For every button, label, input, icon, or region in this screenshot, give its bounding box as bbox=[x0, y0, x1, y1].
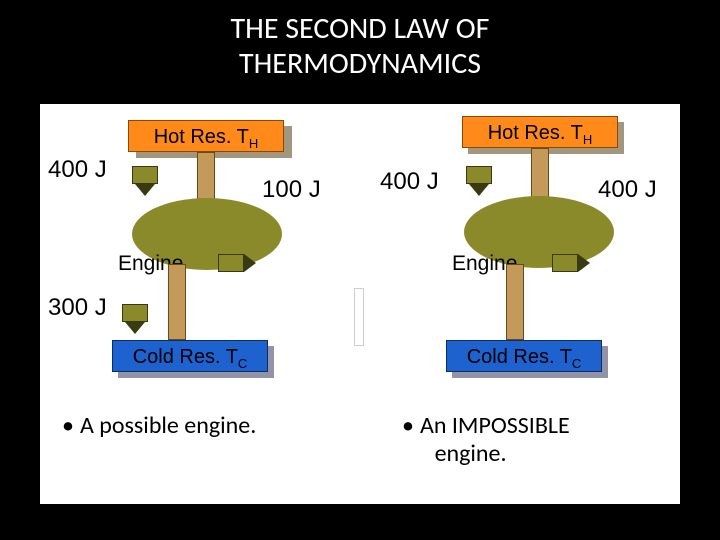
heat-out-value: 300 J bbox=[48, 294, 107, 322]
impossible-engine-diagram: Hot Res. TH Engine Cold Res. TC 400 J 40… bbox=[360, 104, 680, 504]
title-line-1: THE SECOND LAW OF bbox=[231, 10, 490, 47]
diagram-panel: Hot Res. TH Engine Cold Res. TC 400 J 10… bbox=[40, 104, 680, 504]
impossible-caption-line1: An IMPOSSIBLE bbox=[420, 411, 570, 440]
cold-res-label: Cold Res. T bbox=[467, 346, 572, 368]
heat-out-arrow-box bbox=[122, 304, 148, 322]
work-out-value: 100 J bbox=[262, 176, 321, 204]
cold-reservoir: Cold Res. TC bbox=[446, 340, 602, 372]
hot-res-subscript: H bbox=[249, 136, 258, 151]
heat-in-arrow-box bbox=[132, 166, 158, 184]
bullet-icon: • bbox=[402, 411, 414, 440]
cold-res-label: Cold Res. T bbox=[133, 346, 238, 368]
cold-reservoir: Cold Res. TC bbox=[112, 340, 268, 372]
slide-title: THE SECOND LAW OF THERMODYNAMICS bbox=[0, 0, 720, 81]
hot-reservoir: Hot Res. TH bbox=[462, 116, 618, 148]
work-out-arrow-icon bbox=[578, 254, 590, 272]
possible-caption-text: A possible engine. bbox=[80, 411, 256, 440]
title-line-2: THERMODYNAMICS bbox=[239, 45, 481, 82]
work-out-arrow-icon bbox=[244, 254, 256, 272]
work-out-value: 400 J bbox=[598, 176, 657, 204]
heat-in-arrow-icon bbox=[135, 184, 155, 196]
heat-in-arrow-icon bbox=[469, 184, 489, 196]
heat-in-arrow-box bbox=[466, 166, 492, 184]
possible-engine-diagram: Hot Res. TH Engine Cold Res. TC 400 J 10… bbox=[40, 104, 360, 504]
heat-in-value: 400 J bbox=[48, 156, 107, 184]
impossible-caption: •An IMPOSSIBLE engine. bbox=[402, 412, 570, 467]
work-out-arrow-box bbox=[552, 254, 578, 272]
bullet-icon: • bbox=[62, 411, 74, 440]
heat-out-arrow-icon bbox=[125, 322, 145, 334]
work-out-arrow-box bbox=[218, 254, 244, 272]
hot-res-label: Hot Res. T bbox=[488, 122, 583, 144]
possible-caption: •A possible engine. bbox=[62, 412, 256, 440]
hot-res-subscript: H bbox=[583, 132, 592, 147]
cold-res-subscript: C bbox=[238, 356, 247, 371]
impossible-caption-line2: engine. bbox=[435, 439, 507, 468]
cold-res-subscript: C bbox=[572, 356, 581, 371]
hot-reservoir: Hot Res. TH bbox=[128, 120, 284, 152]
heat-in-value: 400 J bbox=[380, 168, 439, 196]
flow-engine-to-cold bbox=[168, 264, 186, 340]
hot-res-label: Hot Res. T bbox=[154, 126, 249, 148]
flow-engine-to-cold bbox=[506, 264, 524, 340]
